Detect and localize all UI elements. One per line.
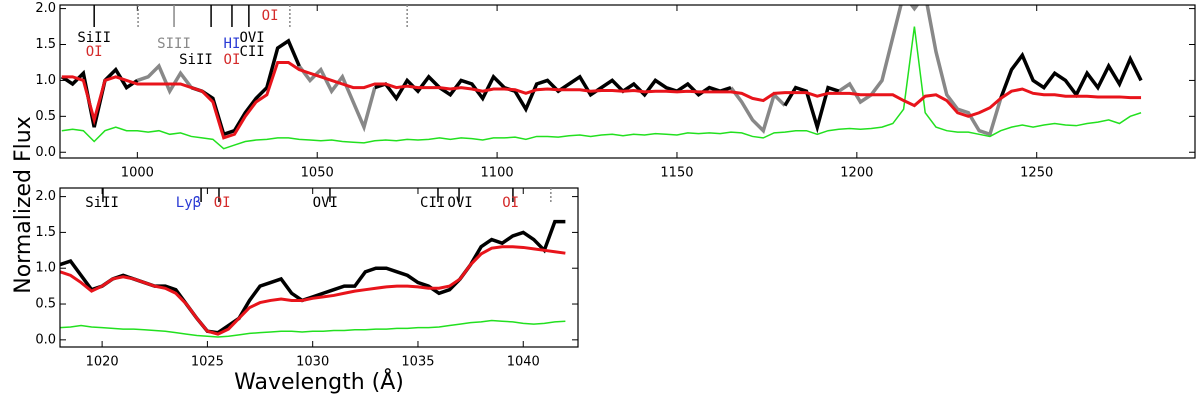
x-tick-label: 1050 bbox=[301, 166, 334, 181]
line-label: OVI bbox=[239, 30, 264, 46]
spectrum-line bbox=[783, 85, 840, 134]
line-label: SiII bbox=[77, 30, 111, 46]
x-tick-label: 1030 bbox=[296, 355, 329, 370]
line-label: CII bbox=[239, 44, 264, 60]
line-label: Lyβ bbox=[176, 195, 201, 211]
line-label: CII bbox=[420, 195, 445, 211]
line-label: OVI bbox=[313, 195, 338, 211]
line-label: HI bbox=[224, 36, 241, 52]
x-tick-label: 1000 bbox=[121, 166, 154, 181]
x-tick-label: 1020 bbox=[86, 355, 119, 370]
spectrum-line bbox=[729, 86, 787, 135]
line-label: OI bbox=[262, 8, 279, 24]
axes-frame bbox=[59, 4, 1196, 159]
x-tick-label: 1150 bbox=[660, 166, 693, 181]
plot-area bbox=[60, 219, 566, 338]
x-tick-label: 1250 bbox=[1020, 166, 1053, 181]
y-tick-label: 0.0 bbox=[35, 332, 56, 347]
y-tick-label: 2.0 bbox=[35, 1, 56, 16]
line-label: SiII bbox=[179, 52, 213, 68]
line-label: OI bbox=[502, 195, 519, 211]
y-tick-label: 1.0 bbox=[35, 261, 56, 276]
spectrum-line bbox=[60, 245, 566, 336]
line-label: OI bbox=[214, 195, 231, 211]
x-axis-label: Wavelength (Å) bbox=[234, 368, 404, 395]
axes-frame bbox=[59, 187, 579, 348]
x-tick-label: 1035 bbox=[401, 355, 434, 370]
y-tick-label: 0.0 bbox=[35, 145, 56, 160]
y-axis-label: Normalized Flux bbox=[11, 116, 36, 293]
spectrum-line bbox=[297, 65, 377, 133]
x-tick-label: 1100 bbox=[481, 166, 514, 181]
y-tick-label: 1.0 bbox=[35, 73, 56, 88]
spectrum-line bbox=[374, 73, 732, 113]
spectrum-line bbox=[61, 60, 1142, 140]
x-tick-label: 1025 bbox=[191, 355, 224, 370]
y-tick-label: 0.5 bbox=[35, 109, 56, 124]
plot-area bbox=[60, 5, 1143, 150]
x-tick-label: 1040 bbox=[507, 355, 540, 370]
line-label: OI bbox=[224, 52, 241, 68]
line-label: SIII bbox=[157, 36, 191, 52]
spectrum-line bbox=[61, 26, 1142, 150]
spectrum-line bbox=[60, 219, 566, 335]
y-tick-label: 1.5 bbox=[35, 225, 56, 240]
y-tick-label: 0.5 bbox=[35, 297, 56, 312]
line-label: OVI bbox=[447, 195, 472, 211]
spectrum-line bbox=[136, 62, 193, 96]
spectrum-line bbox=[999, 51, 1143, 99]
spectrum-line bbox=[190, 38, 301, 137]
line-label: SiII bbox=[85, 195, 119, 211]
line-label: OI bbox=[86, 44, 103, 60]
y-tick-label: 1.5 bbox=[35, 37, 56, 52]
x-tick-label: 1200 bbox=[840, 166, 873, 181]
y-tick-label: 2.0 bbox=[35, 189, 56, 204]
spectrum-line bbox=[837, 5, 1003, 137]
spectrum-line bbox=[60, 319, 566, 338]
